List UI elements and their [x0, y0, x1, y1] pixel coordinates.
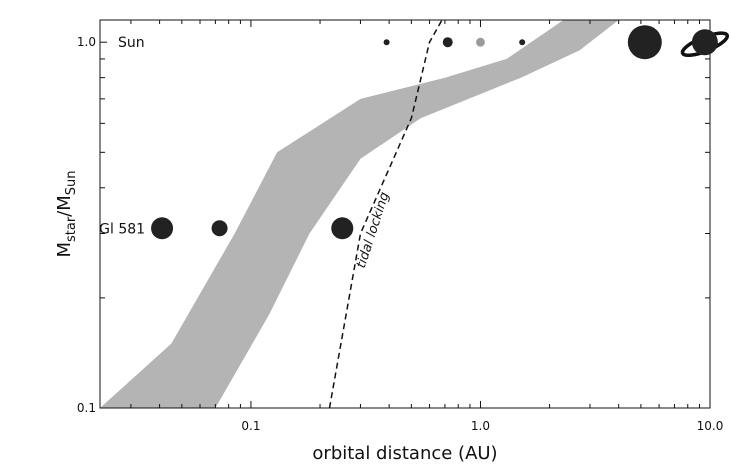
planet-marker: [691, 29, 718, 56]
habitable-zone-layer: [100, 20, 619, 408]
system-label: Gl 581: [99, 221, 145, 237]
y-axis-title: Mstar/MSun: [54, 170, 79, 257]
planet-marker: [211, 220, 228, 237]
planet-marker: [519, 39, 526, 46]
x-tick-label: 0.1: [241, 419, 260, 433]
system-label: Sun: [118, 35, 145, 51]
y-axis-title-main: M: [54, 242, 75, 258]
tidal-locking-label: tidal locking: [354, 190, 393, 270]
y-axis-title-sub1: star: [64, 216, 79, 242]
tick-labels: 0.1 1.0 10.0 0.1 1.0: [77, 35, 723, 433]
planet-marker: [383, 39, 390, 46]
planet-marker: [442, 37, 453, 48]
x-tick-label: 10.0: [697, 419, 724, 433]
tidal-locking-layer: tidal locking: [328, 19, 443, 409]
planet-marker: [627, 25, 662, 60]
y-tick-label: 0.1: [77, 401, 96, 415]
tidal-locking-line: [328, 19, 443, 409]
y-axis-title-sep: /M: [54, 195, 75, 217]
plot-frame-layer: [99, 19, 711, 409]
y-tick-label: 1.0: [77, 35, 96, 49]
x-tick-label: 1.0: [471, 419, 490, 433]
planet-marker: [331, 217, 354, 240]
y-axis-title-sub2: Sun: [64, 170, 79, 195]
habitable-zone-band: [100, 20, 619, 408]
plot-frame: [99, 19, 711, 409]
system-labels: Sun Gl 581: [99, 35, 145, 237]
x-axis-title: orbital distance (AU): [312, 443, 497, 464]
planet-marker: [474, 36, 487, 48]
planet-marker: [151, 217, 174, 240]
axis-ticks: [100, 20, 710, 409]
planet-markers: [151, 25, 730, 240]
